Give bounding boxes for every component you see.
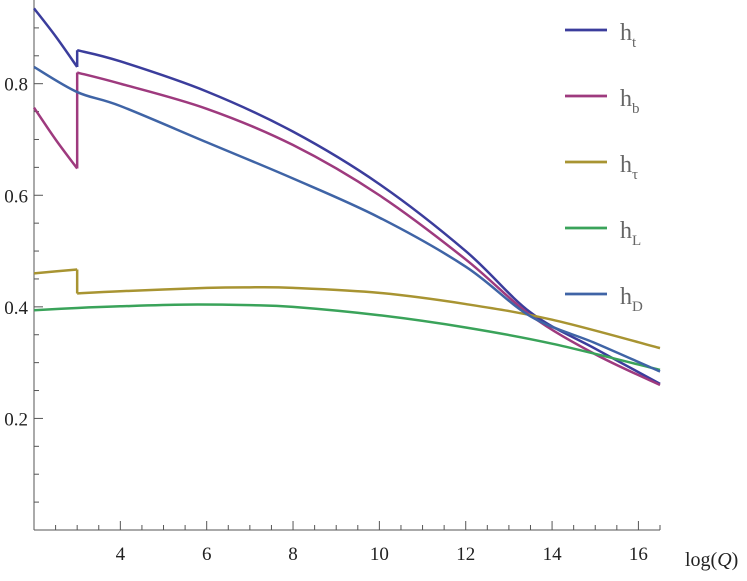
legend-label-h_b: hb xyxy=(620,86,640,117)
x-tick-label: 10 xyxy=(370,544,389,565)
y-tick-label: 0.8 xyxy=(4,75,28,96)
x-ticks: 4 6 8 10 12 14 16 xyxy=(55,521,661,565)
x-tick-label: 12 xyxy=(456,544,475,565)
x-tick-label: 6 xyxy=(202,544,212,565)
x-tick-label: 16 xyxy=(629,544,648,565)
x-axis-title: log(Q) xyxy=(685,549,738,571)
y-ticks: 0.2 0.4 0.6 0.8 xyxy=(4,27,43,503)
x-tick-label: 4 xyxy=(116,544,126,565)
y-tick-label: 0.2 xyxy=(4,409,28,430)
series-line-h_D xyxy=(33,65,661,373)
y-tick-label: 0.4 xyxy=(4,298,28,319)
legend: ht hb hτ hL hD xyxy=(565,20,643,315)
legend-label-h_D: hD xyxy=(620,284,643,315)
legend-label-h_L: hL xyxy=(620,218,641,249)
x-tick-label: 8 xyxy=(288,544,298,565)
series-line-h_tau xyxy=(33,268,661,350)
x-tick-label: 14 xyxy=(543,544,563,565)
series-layer xyxy=(32,7,661,387)
series-line-h_t xyxy=(33,7,661,385)
legend-label-h_t: ht xyxy=(620,20,637,51)
series-line-h_b xyxy=(32,71,661,387)
legend-label-h_tau: hτ xyxy=(620,152,638,183)
series-line-h_L xyxy=(33,303,661,372)
y-tick-label: 0.6 xyxy=(4,186,28,207)
